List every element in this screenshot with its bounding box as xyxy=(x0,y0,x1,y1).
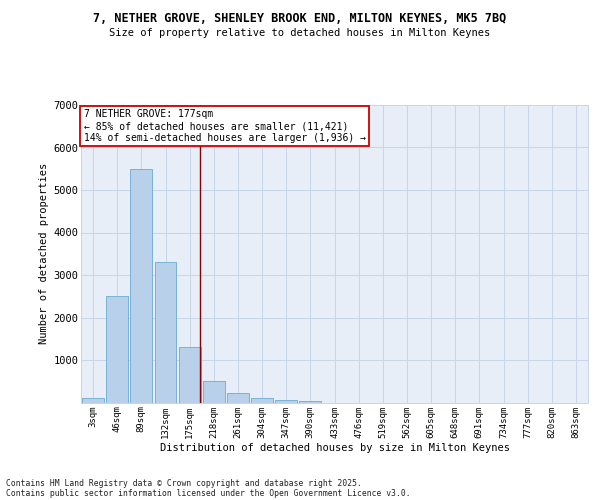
Text: 7, NETHER GROVE, SHENLEY BROOK END, MILTON KEYNES, MK5 7BQ: 7, NETHER GROVE, SHENLEY BROOK END, MILT… xyxy=(94,12,506,26)
Bar xyxy=(106,296,128,403)
Bar xyxy=(155,262,176,402)
Bar xyxy=(299,401,321,402)
Text: 7 NETHER GROVE: 177sqm
← 85% of detached houses are smaller (11,421)
14% of semi: 7 NETHER GROVE: 177sqm ← 85% of detached… xyxy=(83,110,365,142)
Bar xyxy=(179,347,200,403)
Text: Contains HM Land Registry data © Crown copyright and database right 2025.: Contains HM Land Registry data © Crown c… xyxy=(6,478,362,488)
X-axis label: Distribution of detached houses by size in Milton Keynes: Distribution of detached houses by size … xyxy=(160,443,509,453)
Text: Contains public sector information licensed under the Open Government Licence v3: Contains public sector information licen… xyxy=(6,488,410,498)
Bar xyxy=(130,169,152,402)
Bar xyxy=(251,398,273,402)
Bar xyxy=(227,392,249,402)
Bar xyxy=(275,400,297,402)
Bar xyxy=(203,381,224,402)
Y-axis label: Number of detached properties: Number of detached properties xyxy=(39,163,49,344)
Text: Size of property relative to detached houses in Milton Keynes: Size of property relative to detached ho… xyxy=(109,28,491,38)
Bar xyxy=(82,398,104,402)
